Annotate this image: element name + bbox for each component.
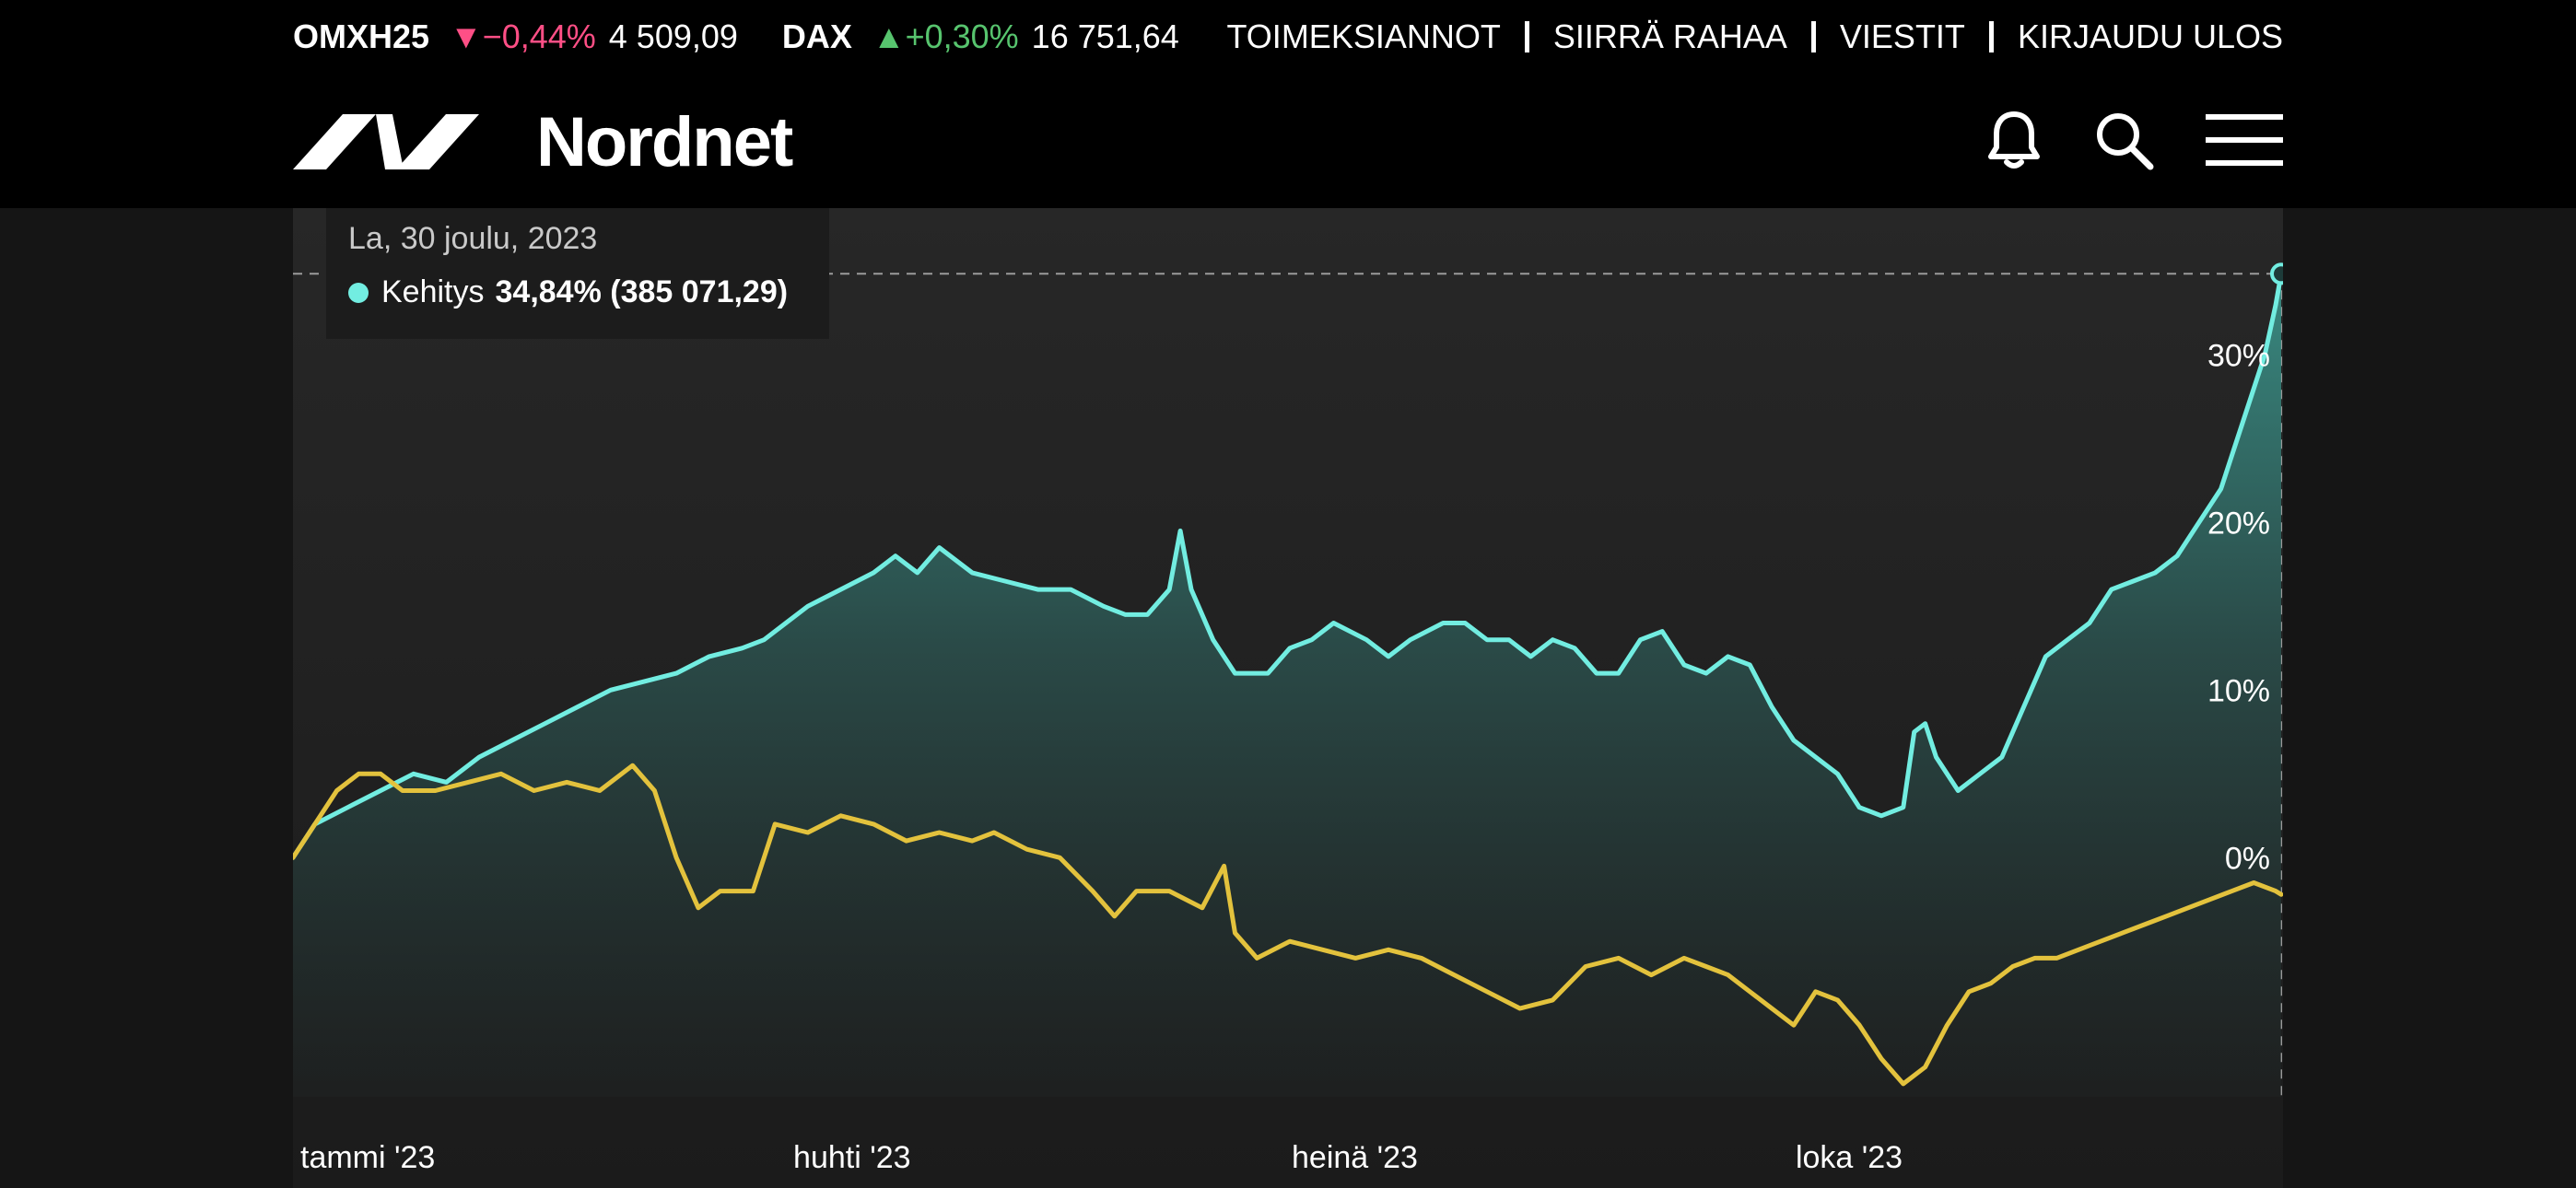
nordnet-logo[interactable]: Nordnet [293, 103, 793, 181]
series-line-1 [293, 763, 2283, 1087]
y-tick-label: 30% [2207, 338, 2270, 373]
series-line-0 [293, 271, 2283, 860]
ticker-name-dax[interactable]: DAX [781, 17, 852, 55]
tooltip-series-row: Kehitys 34,84% (385 071,29) [348, 274, 788, 310]
ticker-change-omxh25: ▼−0,44% [450, 17, 596, 55]
top-links: TOIMEKSIANNOT SIIRRÄ RAHAA VIESTIT KIRJA… [1226, 17, 2283, 57]
x-tick-label: heinä '23 [1292, 1140, 1418, 1175]
logo-text: Nordnet [536, 102, 793, 181]
ticker-value-dax: 16 751,64 [1031, 17, 1179, 55]
x-tick-label: huhti '23 [793, 1140, 910, 1175]
search-icon[interactable] [2093, 110, 2154, 175]
link-logout[interactable]: KIRJAUDU ULOS [2017, 17, 2283, 55]
market-tickers: OMXH25 ▼−0,44% 4 509,09 DAX ▲+0,30% 16 7… [293, 17, 1179, 57]
y-tick-label: 0% [2225, 841, 2270, 876]
tooltip-series-label: Kehitys [381, 274, 485, 309]
hover-marker [2270, 262, 2283, 285]
link-divider [1810, 21, 1816, 52]
link-divider [1988, 21, 1994, 52]
y-tick-label: 10% [2207, 673, 2270, 708]
performance-chart[interactable]: 0% 10% 20% 30% tammi '23 huhti '23 heinä '23 lo… [293, 208, 2283, 1188]
ticker-name-omxh25[interactable]: OMXH25 [293, 17, 430, 55]
chart-tooltip: La, 30 joulu, 2023 Kehitys 34,84% (385 0… [326, 208, 829, 339]
link-messages[interactable]: VIESTIT [1839, 17, 1965, 55]
top-header: OMXH25 ▼−0,44% 4 509,09 DAX ▲+0,30% 16 7… [0, 0, 2576, 208]
link-divider [1524, 21, 1529, 52]
nordnet-logo-mark [293, 114, 479, 169]
tooltip-date: La, 30 joulu, 2023 [348, 221, 598, 256]
series-area-0 [293, 274, 2281, 1097]
performance-chart-svg[interactable]: 0% 10% 20% 30% tammi '23 huhti '23 heinä '23 lo… [293, 208, 2283, 1188]
ticker-value-omxh25: 4 509,09 [608, 17, 738, 55]
bell-icon[interactable] [1986, 109, 2042, 176]
x-tick-label: tammi '23 [300, 1140, 435, 1175]
series-dot-icon [348, 282, 369, 303]
y-tick-label: 20% [2207, 506, 2270, 541]
tooltip-value: 34,84% (385 071,29) [495, 274, 789, 309]
link-transfer-money[interactable]: SIIRRÄ RAHAA [1552, 17, 1787, 55]
menu-icon[interactable] [2206, 112, 2283, 172]
link-orders[interactable]: TOIMEKSIANNOT [1226, 17, 1501, 55]
header-actions [1935, 109, 2283, 175]
ticker-change-dax: ▲+0,30% [872, 17, 1019, 55]
x-tick-label: loka '23 [1796, 1140, 1903, 1175]
